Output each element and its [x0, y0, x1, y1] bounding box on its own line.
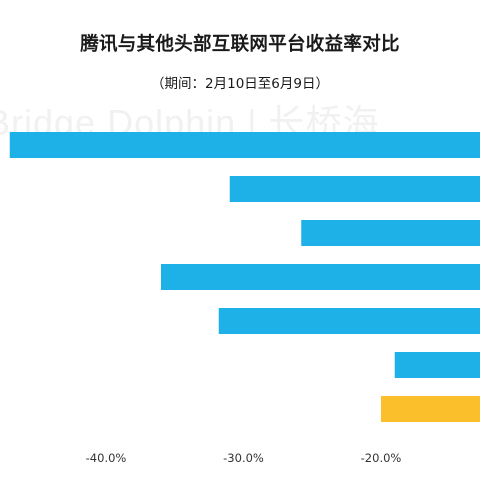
bar-4 [161, 264, 480, 290]
x-tick-label: -20.0% [361, 451, 402, 465]
bar-1 [9, 132, 480, 158]
bar-3 [301, 220, 480, 246]
chart-subtitle: （期间：2月10日至6月9日） [151, 76, 329, 92]
bar-5 [218, 308, 480, 334]
x-tick-label: -30.0% [223, 451, 264, 465]
bar-7 [381, 396, 480, 422]
bar-2 [229, 176, 480, 202]
bar-6 [394, 352, 480, 378]
chart-title: 腾讯与其他头部互联网平台收益率对比 [80, 34, 400, 55]
x-tick-label: -40.0% [86, 451, 127, 465]
